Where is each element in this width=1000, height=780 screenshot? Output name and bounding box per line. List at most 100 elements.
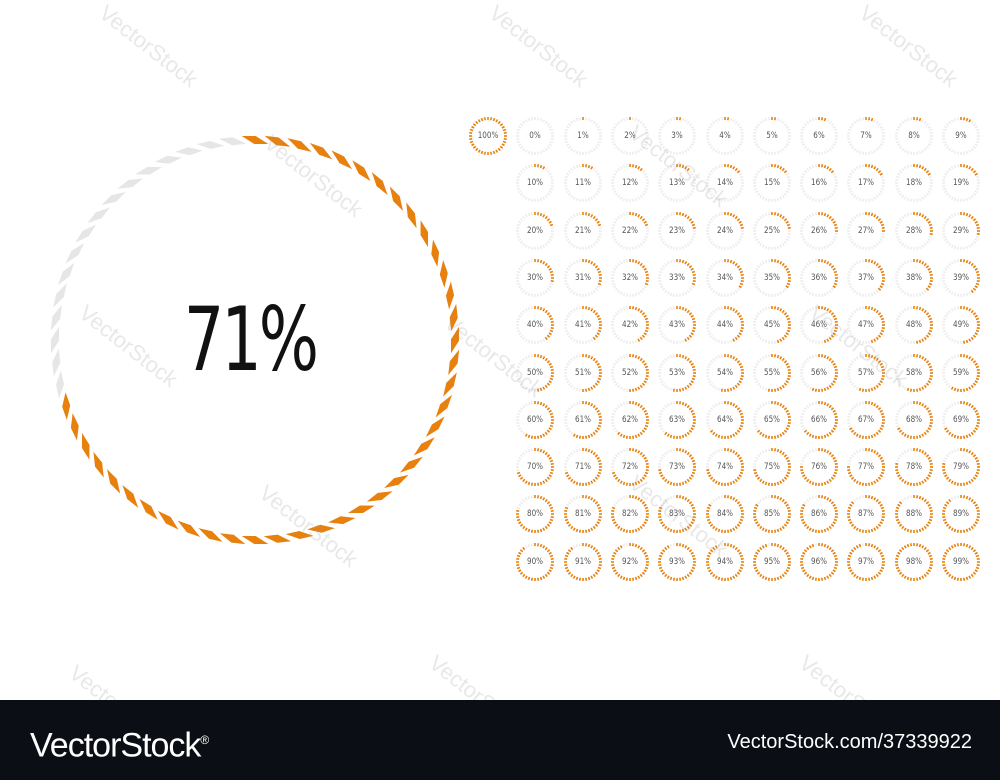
mini-ring-tick: [803, 454, 808, 458]
mini-ring-tick: [692, 510, 697, 513]
mini-ring-tick: [879, 237, 884, 241]
mini-ring-tick: [688, 501, 693, 505]
mini-ring-label: 24%: [716, 225, 733, 236]
mini-ring-tick: [614, 265, 619, 269]
mini-ring-label: 79%: [952, 462, 969, 473]
mini-ring-label: 35%: [763, 272, 780, 283]
mini-ring-tick: [909, 151, 912, 155]
mini-ring-tick: [815, 151, 818, 155]
mini-ring-tick: [847, 321, 851, 324]
mini-ring-tick: [800, 471, 805, 475]
mini-ring-label: 94%: [716, 556, 733, 567]
mini-ring-tick: [815, 530, 818, 534]
mini-ring-tick: [729, 339, 732, 344]
mini-ring-graphic: [894, 258, 933, 297]
mini-ring-tick: [729, 165, 732, 169]
mini-ring-tick: [659, 317, 663, 321]
mini-ring-tick: [776, 307, 780, 311]
mini-ring-tick: [645, 510, 649, 513]
mini-ring-graphic: [658, 400, 697, 439]
mini-ring-tick: [898, 217, 902, 221]
ring-chevron: [198, 528, 223, 542]
mini-ring-graphic: [610, 400, 649, 439]
mini-ring-tick: [956, 293, 959, 297]
mini-ring-tick: [876, 404, 880, 409]
mini-ring-tick: [564, 519, 568, 522]
mini-ring-tick: [876, 289, 880, 294]
mini-ring-tick: [705, 273, 709, 276]
mini-ring-tick: [575, 212, 578, 216]
mini-ring-tick: [525, 355, 528, 359]
mini-ring-tick: [659, 270, 663, 274]
mini-ring-tick: [900, 431, 905, 435]
mini-ring-tick: [673, 388, 676, 392]
mini-ring-tick: [781, 168, 785, 172]
mini-ring-tick: [643, 568, 647, 572]
ring-chevron: [285, 530, 314, 540]
mini-ring-tick: [597, 459, 601, 463]
mini-ring-tick: [821, 482, 824, 486]
mini-ring-tick: [811, 212, 815, 216]
mini-ring-tick: [709, 123, 713, 127]
mini-ring-tick: [898, 501, 902, 505]
mini-ring-tick: [873, 480, 877, 484]
mini-ring-tick: [970, 336, 974, 341]
mini-ring-tick: [879, 220, 884, 224]
mini-ring-tick: [643, 521, 647, 525]
mini-ring-tick: [686, 195, 691, 199]
mini-ring-tick: [800, 519, 805, 522]
mini-ring-tick: [717, 481, 720, 486]
mini-ring-tick: [826, 213, 830, 218]
mini-ring-tick: [572, 149, 576, 153]
mini-ring-tick: [859, 529, 862, 533]
mini-ring-tick: [598, 557, 602, 560]
mini-ring-tick: [611, 131, 615, 134]
mini-ring-tick: [781, 431, 785, 435]
mini-ring-tick: [594, 240, 598, 244]
mini-ring-tick: [786, 377, 790, 380]
mini-ring-tick: [717, 576, 720, 580]
mini-ring-tick: [767, 293, 770, 297]
mini-ring-tick: [764, 259, 768, 264]
mini-ring-tick: [537, 400, 540, 405]
mini-ring-tick: [823, 117, 827, 122]
mini-ring-tick: [944, 379, 948, 383]
mini-percentage-ring: 82%: [608, 492, 652, 536]
mini-ring-tick: [645, 273, 649, 276]
mini-ring-tick: [773, 164, 776, 168]
mini-ring-tick: [879, 362, 884, 366]
mini-ring-tick: [537, 164, 540, 168]
mini-ring-tick: [894, 138, 899, 141]
mini-ring-tick: [660, 521, 664, 525]
mini-ring-tick: [706, 188, 710, 191]
mini-ring-tick: [731, 196, 735, 201]
mini-ring-tick: [918, 387, 921, 391]
mini-ring-tick: [972, 406, 977, 411]
mini-percentage-ring: 57%: [844, 351, 888, 395]
mini-ring-tick: [918, 481, 921, 486]
mini-ring-tick: [729, 245, 732, 249]
mini-ring-tick: [754, 521, 759, 525]
mini-ring-tick: [779, 149, 782, 153]
mini-ring-tick: [920, 544, 924, 549]
mini-ring-tick: [645, 374, 649, 377]
mini-ring-tick: [544, 310, 549, 314]
mini-ring-tick: [639, 431, 643, 435]
mini-ring-tick: [767, 577, 770, 581]
mini-ring-tick: [800, 374, 804, 377]
mini-ring-tick: [563, 421, 567, 424]
mini-ring-tick: [614, 145, 619, 149]
mini-ring-tick: [925, 406, 929, 411]
mini-ring-tick: [848, 223, 852, 226]
mini-ring-tick: [975, 128, 980, 132]
mini-ring-tick: [761, 291, 765, 295]
mini-ring-tick: [692, 232, 697, 235]
mini-ring-tick: [873, 575, 877, 579]
mini-ring-tick: [879, 267, 884, 271]
mini-ring-tick: [516, 226, 520, 229]
ring-chevron: [107, 469, 121, 494]
mini-ring-tick: [666, 260, 670, 265]
mini-ring-tick: [563, 321, 567, 324]
mini-percentage-ring: 4%: [703, 114, 747, 158]
mini-ring-tick: [878, 312, 882, 316]
